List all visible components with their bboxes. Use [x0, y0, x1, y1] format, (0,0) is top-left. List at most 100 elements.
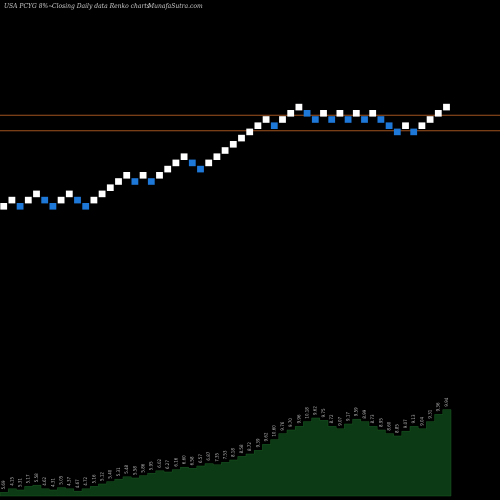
volume-label-42: 9.17	[346, 412, 351, 421]
volume-label-43: 9.59	[354, 407, 359, 416]
volume-label-23: 6.58	[190, 456, 195, 465]
volume-label-28: 8.18	[231, 448, 236, 457]
renko-brick-36	[295, 103, 303, 111]
volume-label-40: 8.72	[329, 414, 334, 423]
renko-brick-26	[213, 153, 221, 160]
chart-source: MunafaSutra.com	[147, 3, 203, 10]
volume-label-5: 4.62	[42, 476, 47, 485]
volume-label-3: 5.17	[26, 474, 31, 483]
volume-label-29: 8.58	[239, 444, 244, 453]
volume-label-15: 5.48	[124, 464, 129, 473]
renko-brick-54	[443, 103, 450, 111]
volume-label-8: 4.37	[67, 476, 72, 485]
volume-label-33: 10.60	[272, 425, 277, 437]
renko-brick-19	[156, 172, 163, 179]
renko-brick-22	[180, 153, 188, 160]
renko-brick-50	[410, 128, 418, 136]
volume-label-19: 6.02	[157, 458, 162, 467]
volume-label-10: 4.72	[83, 476, 88, 485]
renko-brick-3	[24, 196, 32, 204]
renko-brick-30	[246, 128, 254, 136]
renko-brick-47	[385, 122, 393, 129]
renko-brick-16	[131, 178, 139, 185]
chart-description: Closing Daily data Renko charts	[52, 3, 150, 10]
renko-brick-43	[352, 110, 360, 117]
volume-label-52: 9.31	[428, 409, 433, 418]
volume-label-34: 9.76	[280, 421, 285, 430]
renko-brick-39	[320, 110, 327, 117]
renko-brick-20	[164, 165, 172, 173]
renko-brick-7	[57, 196, 65, 204]
renko-brick-9	[74, 196, 81, 204]
renko-brick-48	[393, 128, 401, 136]
renko-brick-15	[123, 172, 131, 179]
volume-label-6: 4.31	[50, 478, 55, 487]
renko-brick-25	[205, 159, 213, 167]
volume-label-36: 9.96	[296, 414, 301, 423]
renko-brick-40	[328, 116, 336, 123]
volume-label-17: 5.86	[141, 463, 146, 472]
renko-bricks	[0, 103, 450, 210]
volume-label-49: 9.07	[403, 419, 408, 428]
volume-label-46: 8.95	[378, 418, 383, 427]
volume-label-24: 6.57	[198, 454, 203, 463]
volume-label-47: 8.60	[387, 421, 392, 430]
renko-brick-49	[402, 122, 409, 129]
volume-area	[0, 409, 452, 497]
renko-brick-18	[147, 178, 155, 185]
renko-brick-1	[8, 196, 16, 204]
renko-brick-46	[377, 116, 385, 123]
volume-label-25: 6.87	[206, 451, 211, 460]
renko-brick-13	[106, 184, 114, 191]
renko-brick-37	[303, 110, 311, 117]
renko-brick-31	[254, 122, 262, 129]
volume-panel: 5.69 4.15 5.31 5.17 5.58 4.62 4.31 5.05 4.37 4.67…	[0, 397, 452, 497]
renko-brick-27	[221, 147, 229, 154]
volume-label-32: 9.62	[264, 432, 269, 441]
volume-label-20: 6.27	[165, 460, 170, 469]
volume-label-12: 5.12	[100, 472, 105, 481]
renko-brick-23	[188, 159, 196, 167]
volume-label-30: 8.72	[247, 442, 252, 451]
renko-brick-53	[434, 110, 442, 117]
volume-label-22: 6.60	[182, 455, 187, 464]
volume-label-45: 8.73	[370, 414, 375, 423]
renko-brick-12	[98, 190, 106, 198]
renko-brick-14	[115, 178, 122, 185]
volume-label-54: 9.94	[444, 397, 449, 406]
renko-brick-2	[16, 203, 24, 210]
volume-label-16: 5.58	[132, 466, 137, 475]
renko-brick-33	[270, 122, 278, 129]
renko-brick-24	[197, 165, 204, 173]
volume-label-26: 7.35	[214, 452, 219, 461]
renko-brick-44	[361, 116, 368, 123]
volume-label-21: 6.16	[173, 457, 178, 466]
chart-symbol: USA PCYG 8%~	[4, 3, 53, 10]
renko-brick-8	[65, 190, 73, 198]
renko-brick-5	[41, 196, 49, 204]
volume-label-11: 5.16	[91, 474, 96, 483]
renko-brick-0	[0, 203, 8, 210]
renko-brick-28	[229, 141, 237, 148]
renko-brick-38	[311, 116, 319, 123]
renko-brick-45	[369, 110, 377, 117]
volume-label-18: 5.95	[149, 461, 154, 470]
volume-label-13: 5.40	[108, 469, 113, 478]
renko-brick-34	[279, 116, 286, 123]
renko-brick-32	[262, 116, 270, 123]
volume-label-41: 9.07	[337, 416, 342, 425]
volume-label-2: 5.31	[18, 478, 23, 487]
renko-brick-52	[426, 116, 434, 123]
renko-brick-10	[82, 203, 90, 210]
renko-brick-21	[172, 159, 180, 167]
renko-brick-11	[90, 196, 98, 204]
volume-label-7: 5.05	[59, 475, 64, 484]
renko-brick-51	[418, 122, 426, 129]
volume-label-48: 8.85	[395, 424, 400, 433]
renko-brick-17	[139, 172, 147, 179]
renko-brick-6	[49, 203, 57, 210]
volume-label-31: 9.39	[255, 438, 260, 447]
volume-label-50: 9.13	[411, 414, 416, 423]
volume-label-27: 7.53	[223, 450, 228, 459]
